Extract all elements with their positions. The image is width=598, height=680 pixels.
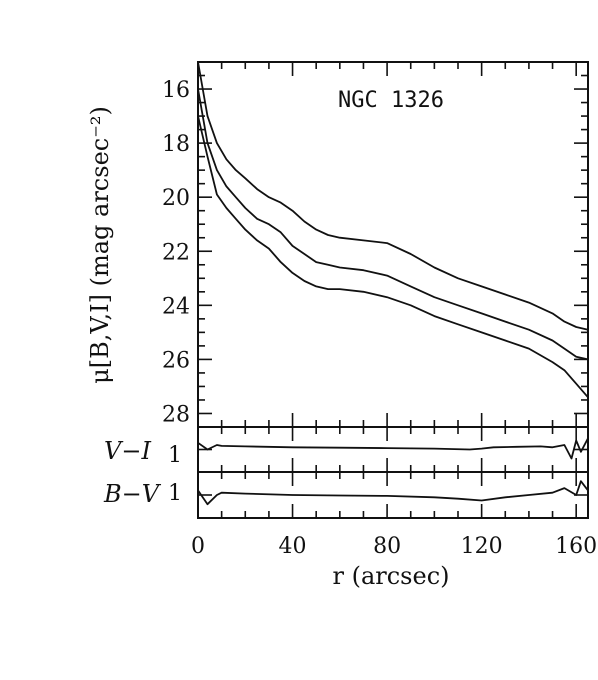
b-v-tick-label: 1 (168, 481, 182, 506)
color-panel-ticks (197, 427, 588, 518)
v-i-panel-label: V−I (104, 437, 151, 465)
main-panel-frame (197, 61, 589, 428)
y-tick-labels: 16 18 20 22 24 26 28 (162, 78, 190, 427)
main-panel-ticks (197, 61, 588, 427)
y-tick-label: 28 (162, 402, 190, 427)
b-v-line (197, 480, 589, 506)
y-tick-label: 18 (162, 132, 190, 157)
x-tick-label: 160 (555, 534, 597, 559)
profile-line-2 (197, 88, 589, 361)
v-i-line (197, 437, 589, 460)
y-tick-label: 22 (162, 240, 190, 265)
y-axis-label: μ[B,V,I] (mag arcsec⁻²) (86, 106, 114, 384)
b-v-panel-label: B−V (103, 480, 162, 508)
v-i-tick-label: 1 (168, 443, 182, 468)
chart-title: NGC 1326 (338, 88, 444, 113)
x-tick-label: 120 (461, 534, 503, 559)
profile-line-1 (197, 61, 589, 331)
x-tick-label: 0 (191, 534, 205, 559)
profile-line-3 (197, 115, 589, 398)
x-tick-labels: 0 40 80 120 160 (191, 534, 597, 559)
y-tick-label: 20 (162, 186, 190, 211)
x-tick-label: 40 (279, 534, 307, 559)
color-profiles (197, 437, 589, 506)
y-tick-label: 16 (162, 78, 190, 103)
brightness-profiles (197, 61, 589, 398)
x-tick-label: 80 (373, 534, 401, 559)
y-tick-label: 26 (162, 348, 190, 373)
y-tick-label: 24 (162, 294, 190, 319)
x-axis-label: r (arcsec) (332, 562, 449, 590)
